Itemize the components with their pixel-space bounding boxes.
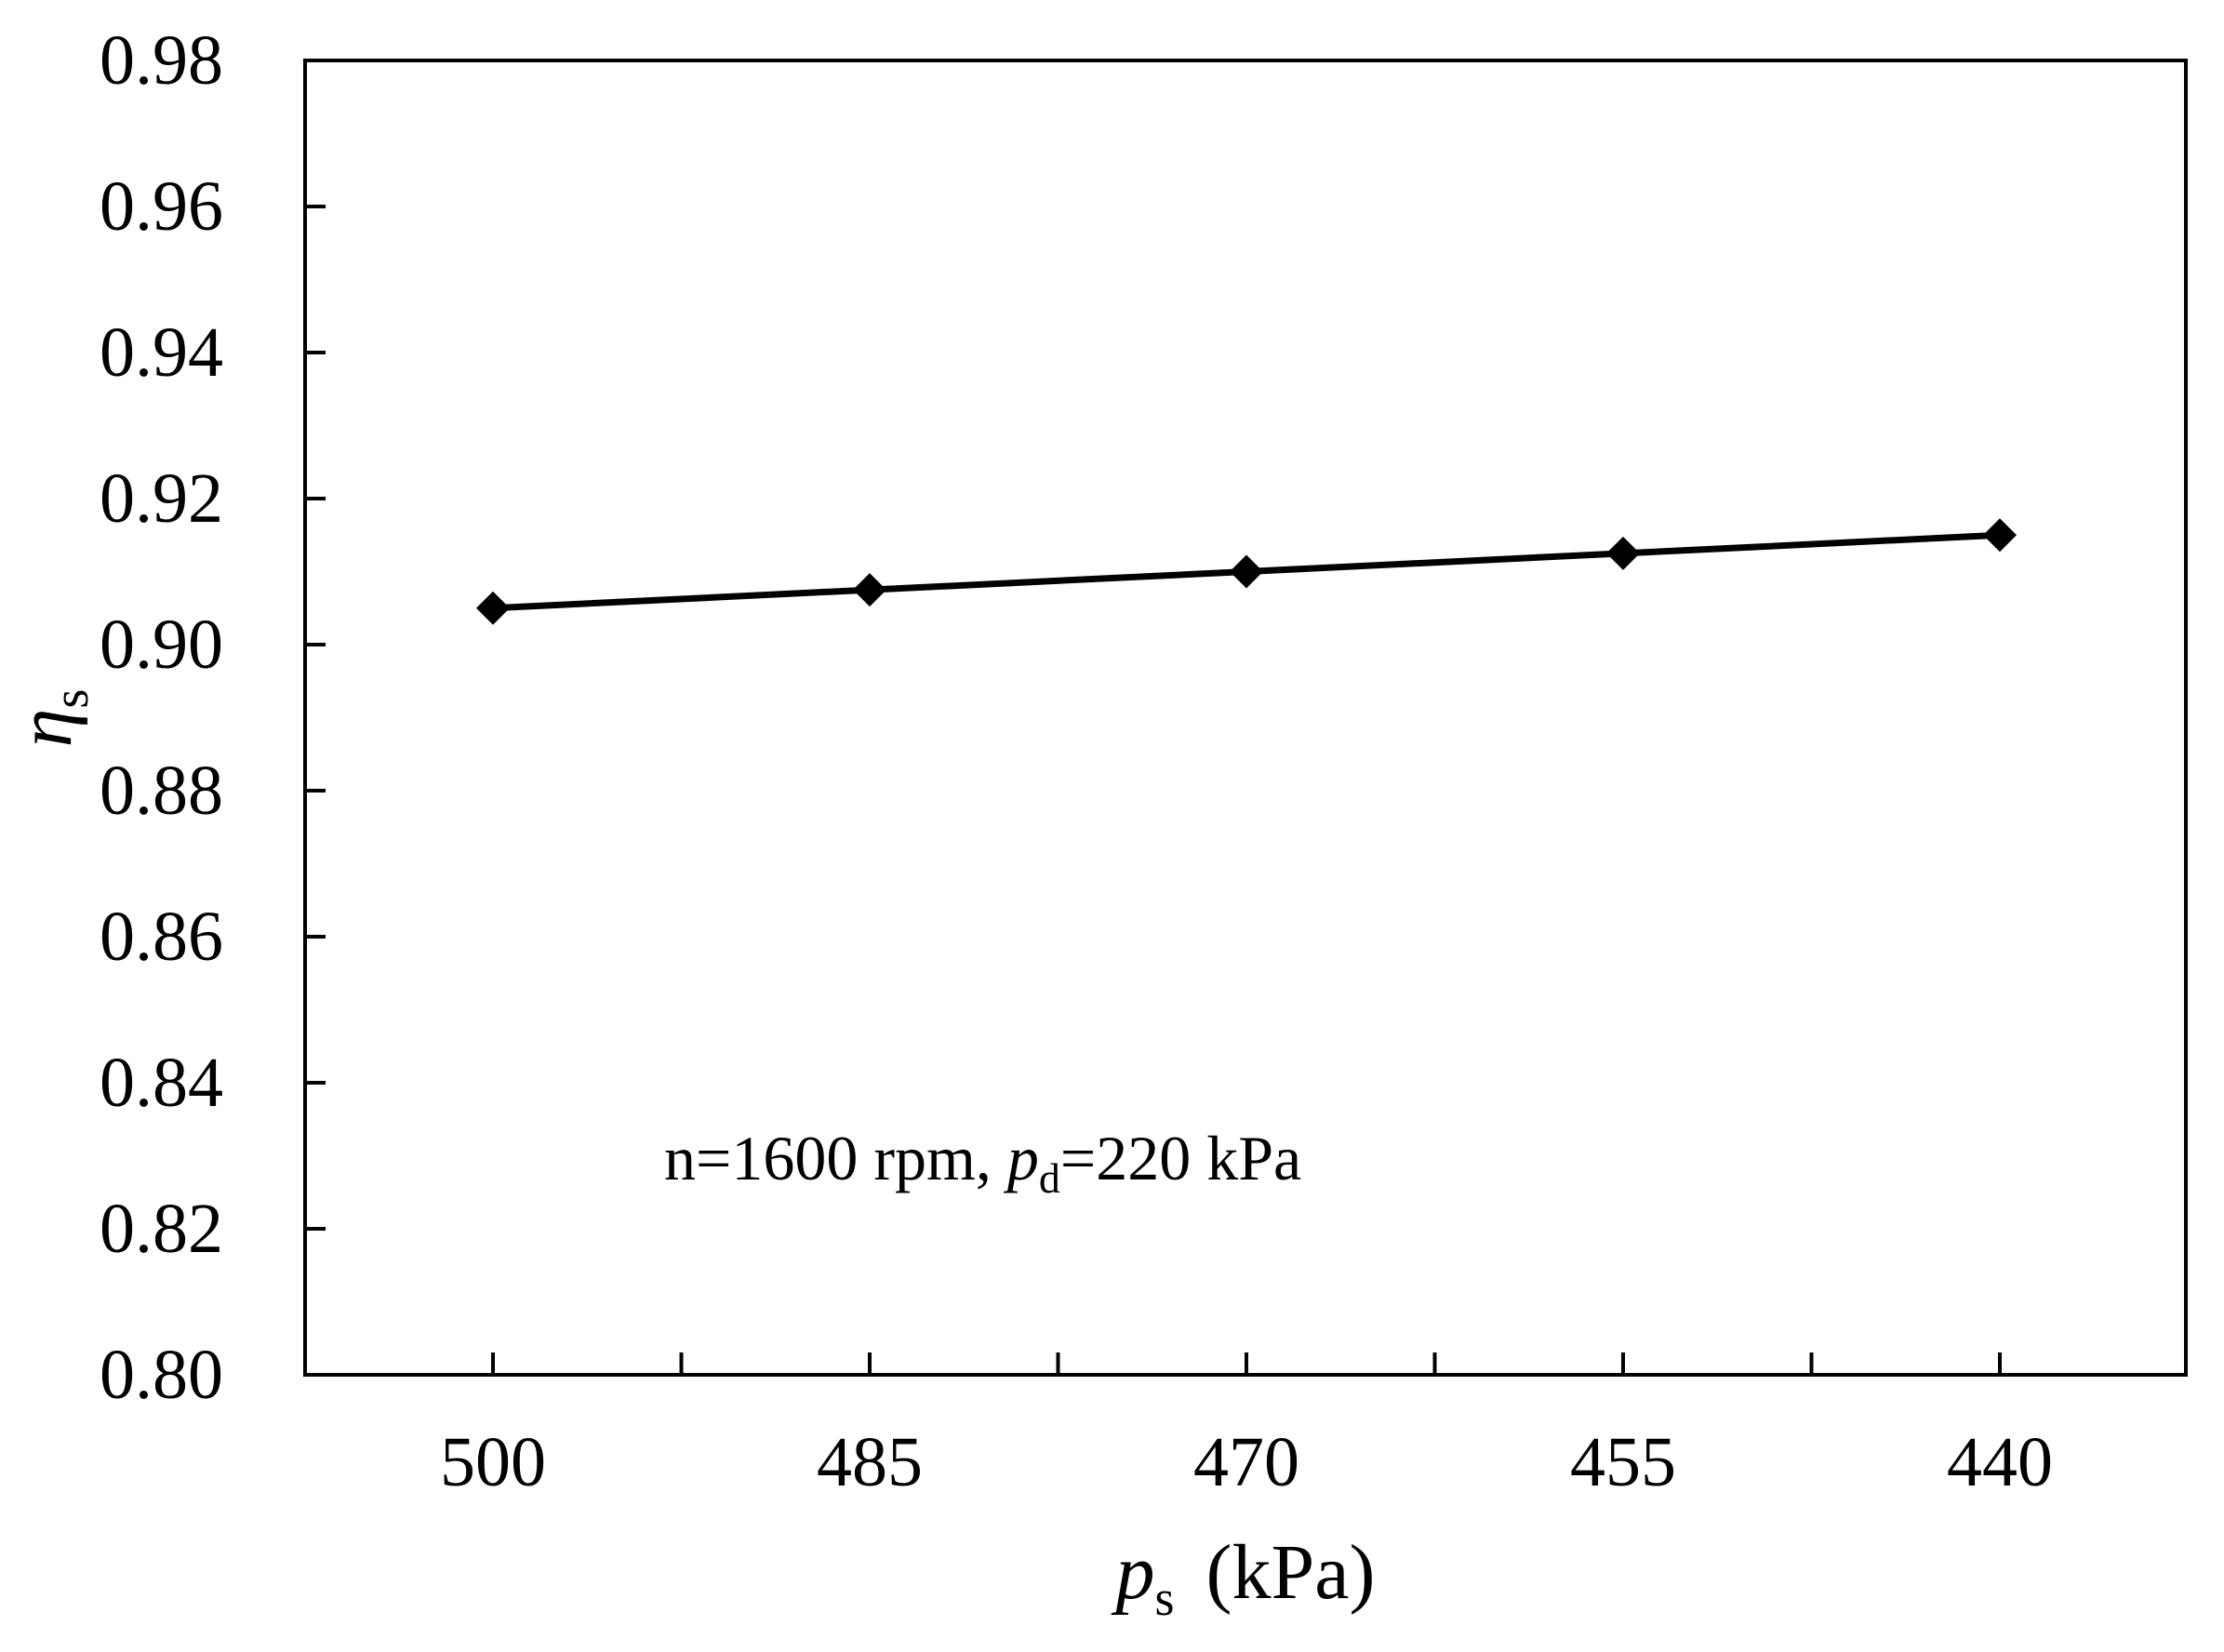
y-axis-symbol: η (2, 709, 88, 748)
data-point-marker (853, 573, 886, 607)
annotation-subscript: d (1039, 1154, 1060, 1202)
y-tick-label: 0.84 (100, 1044, 223, 1122)
y-axis-title: ηs (2, 689, 99, 748)
y-axis-ticks (305, 59, 326, 1377)
y-tick-label: 0.96 (100, 167, 223, 246)
data-point-marker (476, 591, 510, 625)
data-point-marker (1983, 518, 2017, 553)
y-tick-label: 0.82 (100, 1190, 223, 1268)
x-axis-tick-labels: 500 485 470 455 440 (440, 1423, 2053, 1501)
y-tick-label: 0.92 (100, 460, 223, 538)
x-tick-label: 470 (1193, 1423, 1299, 1501)
y-axis-tick-labels: 0.80 0.82 0.84 0.86 0.88 0.90 0.92 0.94 0.96 0.98 (100, 21, 223, 1414)
y-tick-label: 0.94 (100, 313, 223, 392)
series-layer (476, 518, 2017, 625)
x-tick-label: 485 (817, 1423, 923, 1501)
annotation-prefix: n=1600 rpm, (664, 1123, 1007, 1193)
x-axis-subscript: s (1155, 1570, 1175, 1626)
annotation-symbol: p (1004, 1123, 1039, 1193)
x-axis-symbol: p (1112, 1529, 1155, 1616)
x-tick-label: 440 (1947, 1423, 2053, 1501)
x-axis-title: ps (kPa) (1112, 1529, 1376, 1626)
x-tick-label: 455 (1570, 1423, 1676, 1501)
y-axis-subscript: s (43, 689, 99, 709)
x-axis-unit: (kPa) (1206, 1529, 1376, 1616)
y-tick-label: 0.86 (100, 898, 223, 976)
data-point-marker (1230, 554, 1263, 589)
y-tick-label: 0.88 (100, 752, 223, 830)
y-tick-label: 0.80 (100, 1336, 223, 1414)
x-axis-ticks (491, 1352, 2002, 1375)
y-tick-label: 0.90 (100, 606, 223, 684)
plot-annotation: n=1600 rpm, pd=220 kPa (664, 1123, 1301, 1202)
y-tick-label: 0.98 (100, 21, 223, 100)
annotation-suffix: =220 kPa (1060, 1123, 1301, 1193)
data-point-marker (1606, 536, 1640, 570)
x-tick-label: 500 (440, 1423, 546, 1501)
